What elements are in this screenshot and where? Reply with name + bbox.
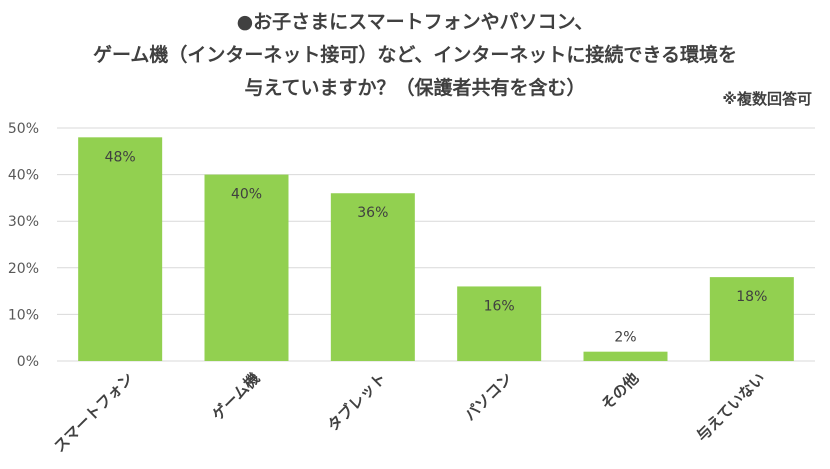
title-line-2: ゲーム機（インターネット接可）など、インターネットに接続できる環境を	[92, 44, 738, 66]
data-label: 36%	[357, 205, 388, 221]
bar	[78, 137, 163, 361]
bar	[457, 286, 542, 361]
chart-title: ●お子さまにスマートフォンやパソコン、 ゲーム機（インターネット接可）など、イン…	[0, 6, 830, 105]
x-category-label: スマートフォン	[50, 369, 137, 456]
y-tick-label: 30%	[8, 214, 39, 230]
data-label: 16%	[484, 298, 515, 314]
bar	[583, 351, 668, 361]
title-line-3: 与えていますか？（保護者共有を含む）	[244, 77, 586, 99]
data-label: 2%	[614, 330, 636, 346]
y-tick-label: 50%	[8, 121, 39, 137]
bar	[709, 277, 794, 361]
data-label: 18%	[736, 289, 767, 305]
y-tick-label: 40%	[8, 168, 39, 184]
x-category-label: パソコン	[461, 369, 516, 424]
x-category-label: ゲーム機	[208, 369, 263, 424]
x-category-label: 与えていない	[693, 369, 769, 445]
title-line-1: ●お子さまにスマートフォンやパソコン、	[236, 11, 594, 33]
x-category-label: タブレット	[324, 369, 390, 435]
bar	[204, 174, 289, 361]
multiple-answer-note: ※複数回答可	[722, 90, 812, 108]
data-label: 48%	[105, 149, 136, 165]
bar	[330, 193, 415, 361]
x-category-label: その他	[598, 369, 643, 414]
y-tick-label: 10%	[8, 307, 39, 323]
y-tick-label: 0%	[17, 354, 39, 370]
data-label: 40%	[231, 187, 262, 203]
y-tick-label: 20%	[8, 261, 39, 277]
